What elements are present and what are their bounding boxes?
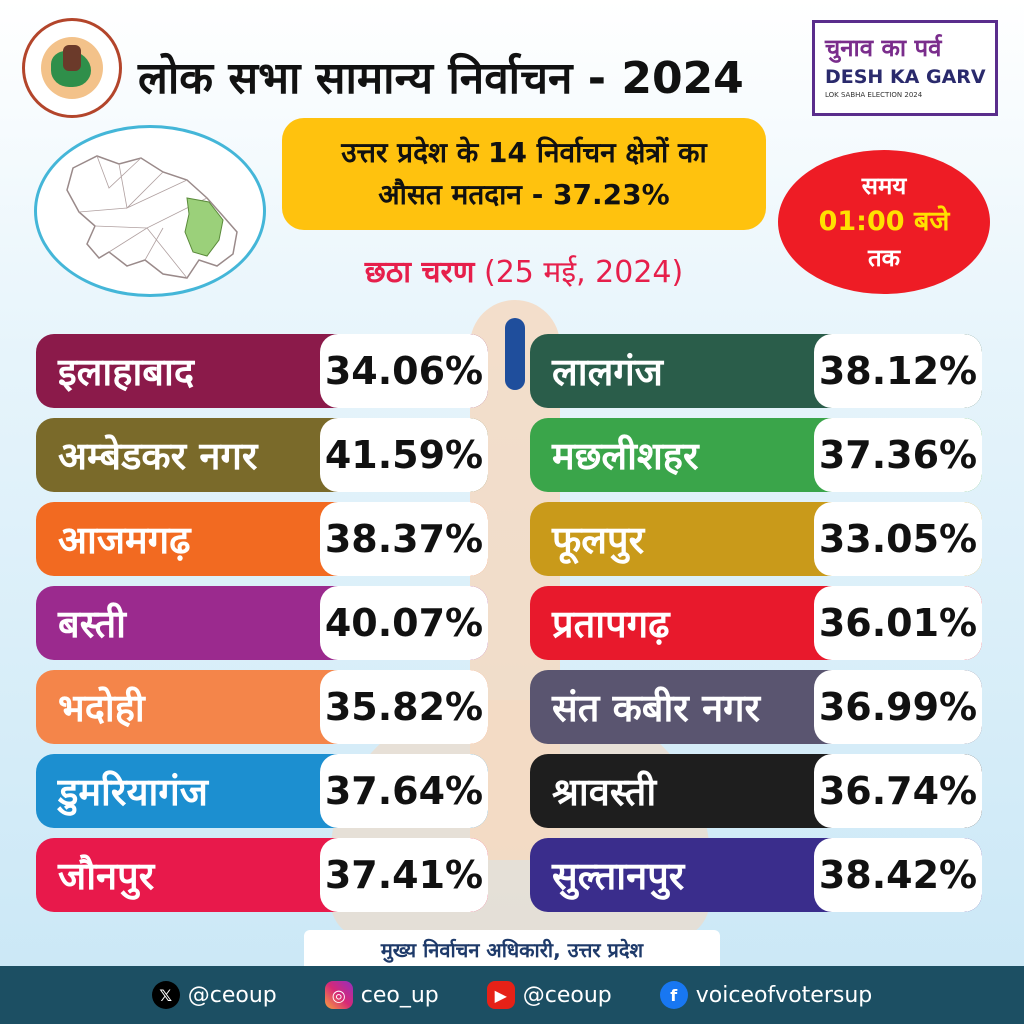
youtube-handle-text: @ceoup <box>522 982 612 1008</box>
time-label: समय <box>861 172 907 200</box>
time-suffix: तक <box>867 244 901 272</box>
x-handle-link[interactable]: 𝕏 @ceoup <box>151 981 277 1009</box>
logo-sub-text: LOK SABHA ELECTION 2024 <box>825 91 923 99</box>
constituency-name: बस्ती <box>58 602 126 646</box>
ceo-seal-logo <box>22 18 122 118</box>
constituency-row: सुल्तानपुर 38.42% <box>530 838 982 912</box>
constituency-name: प्रतापगढ़ <box>552 602 670 646</box>
constituency-turnout: 36.99% <box>814 670 982 744</box>
constituency-name: मछलीशहर <box>552 434 699 478</box>
constituency-turnout: 41.59% <box>320 418 488 492</box>
constituency-row: फूलपुर 33.05% <box>530 502 982 576</box>
constituency-name: डुमरियागंज <box>58 770 208 814</box>
constituency-turnout: 37.41% <box>320 838 488 912</box>
constituency-turnout: 33.05% <box>814 502 982 576</box>
constituency-row: आजमगढ़ 38.37% <box>36 502 488 576</box>
chunav-parv-logo: चुनाव का पर्व DESH KA GARV LOK SABHA ELE… <box>812 20 998 116</box>
time-badge: समय 01:00 बजे तक <box>778 150 990 294</box>
logo-english-text: DESH KA GARV <box>825 66 986 88</box>
constituency-row: प्रतापगढ़ 36.01% <box>530 586 982 660</box>
phase-name: छठा चरण <box>364 255 475 290</box>
x-handle-text: @ceoup <box>187 982 277 1008</box>
constituency-turnout: 36.74% <box>814 754 982 828</box>
constituency-row: जौनपुर 37.41% <box>36 838 488 912</box>
constituency-turnout: 38.42% <box>814 838 982 912</box>
constituency-name: सुल्तानपुर <box>552 854 685 898</box>
constituency-turnout: 40.07% <box>320 586 488 660</box>
instagram-icon: ◎ <box>324 981 353 1009</box>
footer-authority-label: मुख्य निर्वाचन अधिकारी, उत्तर प्रदेश <box>304 930 720 968</box>
constituency-name: जौनपुर <box>58 854 155 898</box>
constituency-row: अम्बेडकर नगर 41.59% <box>36 418 488 492</box>
constituency-turnout: 37.64% <box>320 754 488 828</box>
logo-hindi-text: चुनाव का पर्व <box>825 34 942 62</box>
average-line1: उत्तर प्रदेश के 14 निर्वाचन क्षेत्रों का <box>341 136 707 169</box>
average-line2: औसत मतदान - 37.23% <box>378 178 670 211</box>
constituency-name: अम्बेडकर नगर <box>58 434 258 478</box>
instagram-handle-link[interactable]: ◎ ceo_up <box>324 981 439 1009</box>
constituency-turnout: 35.82% <box>320 670 488 744</box>
page-title: लोक सभा सामान्य निर्वाचन - 2024 <box>138 53 744 104</box>
constituency-name: संत कबीर नगर <box>552 686 761 730</box>
up-map-image <box>34 125 266 297</box>
constituency-row: बस्ती 40.07% <box>36 586 488 660</box>
constituency-list-left: इलाहाबाद 34.06% अम्बेडकर नगर 41.59% आजमगढ़… <box>36 334 488 922</box>
constituency-name: लालगंज <box>552 350 663 394</box>
constituency-name: फूलपुर <box>552 518 645 562</box>
constituency-name: भदोही <box>58 686 145 730</box>
constituency-row: श्रावस्ती 36.74% <box>530 754 982 828</box>
youtube-handle-link[interactable]: ▶ @ceoup <box>486 981 612 1009</box>
constituency-row: डुमरियागंज 37.64% <box>36 754 488 828</box>
up-map-icon <box>66 155 238 279</box>
constituency-row: मछलीशहर 37.36% <box>530 418 982 492</box>
constituency-row: भदोही 35.82% <box>36 670 488 744</box>
facebook-handle-text: voiceofvotersup <box>695 982 873 1008</box>
constituency-name: श्रावस्ती <box>552 770 657 814</box>
constituency-name: इलाहाबाद <box>58 350 195 394</box>
constituency-row: लालगंज 38.12% <box>530 334 982 408</box>
ink-mark-icon <box>505 318 525 390</box>
average-turnout-box: उत्तर प्रदेश के 14 निर्वाचन क्षेत्रों का… <box>282 118 766 230</box>
constituency-turnout: 38.12% <box>814 334 982 408</box>
instagram-handle-text: ceo_up <box>360 982 439 1008</box>
x-icon: 𝕏 <box>151 981 180 1009</box>
constituency-name: आजमगढ़ <box>58 518 191 562</box>
phase-label: छठा चरण (25 मई, 2024) <box>282 250 766 291</box>
constituency-turnout: 38.37% <box>320 502 488 576</box>
constituency-list-right: लालगंज 38.12% मछलीशहर 37.36% फूलपुर 33.05% … <box>530 334 982 922</box>
facebook-icon: f <box>659 981 688 1009</box>
constituency-turnout: 34.06% <box>320 334 488 408</box>
time-value: 01:00 बजे <box>818 206 950 237</box>
youtube-icon: ▶ <box>486 981 515 1009</box>
phase-date: (25 मई, 2024) <box>484 255 684 290</box>
constituency-turnout: 37.36% <box>814 418 982 492</box>
facebook-handle-link[interactable]: f voiceofvotersup <box>659 981 873 1009</box>
constituency-row: इलाहाबाद 34.06% <box>36 334 488 408</box>
constituency-turnout: 36.01% <box>814 586 982 660</box>
social-footer: 𝕏 @ceoup ◎ ceo_up ▶ @ceoup f voiceofvote… <box>0 966 1024 1024</box>
constituency-row: संत कबीर नगर 36.99% <box>530 670 982 744</box>
